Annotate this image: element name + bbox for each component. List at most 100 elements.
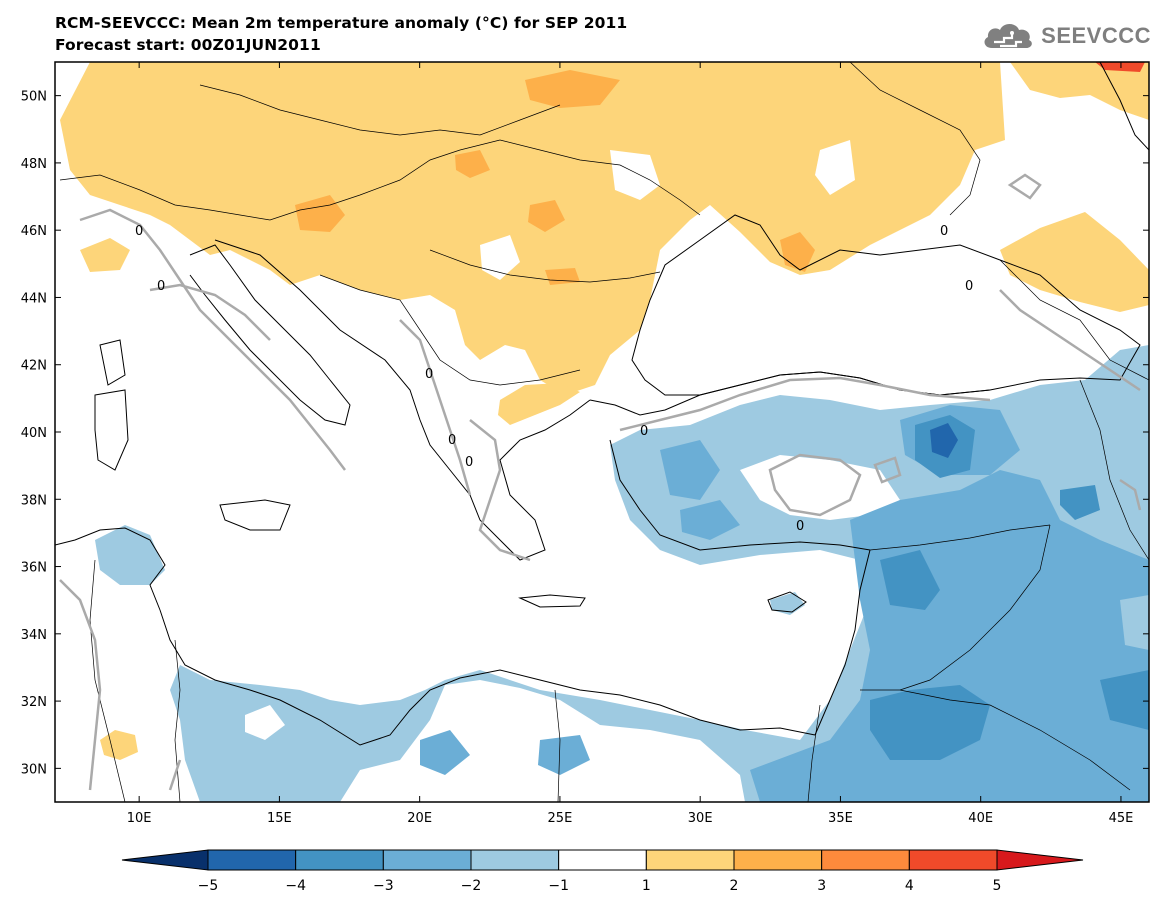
contour-label-0: 0 bbox=[448, 433, 456, 448]
y-tick-label: 30N bbox=[21, 762, 47, 777]
neutral-hole-anatolia bbox=[740, 455, 900, 520]
contour-label-0: 0 bbox=[796, 519, 804, 534]
warm-patch-romania bbox=[528, 200, 565, 232]
coastline-sardinia bbox=[94, 389, 129, 471]
warm-anomaly-region-europe bbox=[60, 62, 1005, 395]
neutral-hole-romania bbox=[480, 235, 520, 280]
coastline-crete bbox=[518, 594, 586, 608]
neutral-hole-egypt bbox=[440, 690, 478, 725]
border-jordan bbox=[860, 689, 1131, 791]
colorbar-label: 3 bbox=[817, 878, 826, 894]
warm-anomaly-region-aegean bbox=[498, 383, 580, 425]
border-balkans-interior bbox=[319, 274, 581, 386]
cold-anomaly-region-tunisia bbox=[95, 525, 165, 585]
zero-contour-anatolia-loop bbox=[768, 453, 862, 517]
axis-ticks: 10E 15E 20E 25E 30E 35E 40E 45E 50N 48N 46N 44N 42N 4… bbox=[21, 62, 1149, 826]
coastline-caspian bbox=[1099, 62, 1149, 151]
border-central-europe bbox=[199, 84, 561, 136]
coastline-cyprus bbox=[767, 591, 807, 613]
border-eastern-europe bbox=[499, 139, 701, 216]
zero-contour-north-turkey bbox=[619, 376, 991, 432]
neutral-hole-jordan-coast bbox=[1120, 595, 1149, 650]
x-tick-label: 25E bbox=[548, 811, 573, 826]
coastline-levant bbox=[814, 549, 871, 736]
colorbar-swatch bbox=[470, 849, 560, 871]
y-tick-label: 40N bbox=[21, 426, 47, 441]
border-egypt-libya bbox=[554, 689, 561, 802]
border-romania-bulgaria bbox=[429, 249, 661, 283]
warm-patch-poland bbox=[525, 70, 620, 108]
colorbar-label: 1 bbox=[642, 878, 651, 894]
zero-contour-balkans bbox=[399, 319, 472, 496]
zero-contour-north-africa bbox=[59, 579, 102, 791]
y-tick-label: 32N bbox=[21, 695, 47, 710]
neutral-hole-libya bbox=[245, 705, 285, 740]
neutral-hole-moldova bbox=[610, 150, 660, 200]
y-tick-label: 44N bbox=[21, 291, 47, 306]
colorbar-label: 5 bbox=[993, 878, 1002, 894]
y-tick-label: 36N bbox=[21, 561, 47, 576]
x-tick-label: 30E bbox=[688, 811, 713, 826]
colorbar-label: −5 bbox=[198, 878, 219, 894]
logo-text: SEEVCCC bbox=[1041, 23, 1151, 48]
forecast-start-label: Forecast start: 00Z01JUN2011 bbox=[55, 36, 321, 54]
cold-patch-west-turkey bbox=[680, 500, 740, 540]
strong-cold-patch-iraq bbox=[1060, 485, 1100, 520]
strong-warm-patches bbox=[295, 70, 815, 285]
strong-cold-patch-syria bbox=[880, 550, 940, 610]
zero-contour-italy-west bbox=[149, 283, 271, 341]
colorbar-swatch bbox=[207, 849, 297, 871]
map-title: RCM-SEEVCCC: Mean 2m temperature anomaly… bbox=[55, 14, 628, 32]
zero-contour-libya bbox=[168, 759, 182, 791]
colorbar-swatch bbox=[908, 849, 998, 871]
y-tick-label: 34N bbox=[21, 628, 47, 643]
x-tick-label: 20E bbox=[407, 811, 432, 826]
coastlines bbox=[55, 62, 1149, 746]
zero-contour-iraq bbox=[1119, 478, 1142, 511]
warm-patch-serbia bbox=[545, 268, 580, 285]
colorbar-swatch bbox=[382, 849, 472, 871]
x-tick-label: 15E bbox=[267, 811, 292, 826]
x-tick-label: 10E bbox=[127, 811, 152, 826]
contour-labels: 0 0 0 0 0 0 0 0 0 bbox=[135, 224, 973, 534]
warm-anomaly-region-caspian bbox=[1010, 62, 1149, 120]
strong-cold-patch-jordan bbox=[870, 685, 990, 760]
y-tick-label: 50N bbox=[21, 90, 47, 105]
colorbar-label: 2 bbox=[730, 878, 739, 894]
coastline-corsica bbox=[99, 339, 126, 386]
coastline-italy bbox=[189, 244, 351, 426]
y-tick-label: 48N bbox=[21, 157, 47, 172]
colorbar-label: −3 bbox=[373, 878, 394, 894]
colorbar-swatch bbox=[558, 849, 647, 871]
warm-anomaly-region-iberia-edge bbox=[80, 238, 130, 272]
cold-patch-egypt bbox=[538, 735, 590, 775]
zero-contour-greece bbox=[469, 419, 531, 562]
contour-label-0: 0 bbox=[425, 367, 433, 382]
zero-contours bbox=[59, 173, 1142, 791]
neutral-hole-ukraine bbox=[815, 140, 855, 195]
colorbar-label: −1 bbox=[548, 878, 569, 894]
border-turkey-syria bbox=[869, 524, 1051, 551]
colorbar-swatch bbox=[733, 849, 823, 871]
contour-label-0: 0 bbox=[940, 224, 948, 239]
cloud-icon bbox=[984, 24, 1032, 48]
zero-contour-adriatic bbox=[79, 208, 346, 471]
contour-label-0: 0 bbox=[640, 424, 648, 439]
colorbar-swatch bbox=[645, 849, 735, 871]
zero-contour-caucasus bbox=[999, 289, 1141, 392]
colorbar-swatch bbox=[295, 849, 384, 871]
cold-patch-anatolia bbox=[660, 440, 720, 500]
colorbar: −5 −4 −3 −2 −1 1 2 3 4 5 bbox=[121, 849, 1084, 894]
very-strong-cold-patch bbox=[930, 423, 958, 458]
colorbar-over-triangle bbox=[996, 849, 1084, 871]
country-borders bbox=[59, 62, 1149, 802]
y-tick-label: 46N bbox=[21, 224, 47, 239]
y-tick-label: 38N bbox=[21, 493, 47, 508]
border-iran-iraq bbox=[1079, 379, 1149, 561]
border-ukraine-russia bbox=[849, 62, 981, 216]
colorbar-under-triangle bbox=[121, 849, 209, 871]
y-tick-label: 42N bbox=[21, 359, 47, 374]
colorbar-swatch bbox=[821, 849, 910, 871]
map-plot-area: 0 0 0 0 0 0 0 0 0 bbox=[55, 62, 1149, 802]
